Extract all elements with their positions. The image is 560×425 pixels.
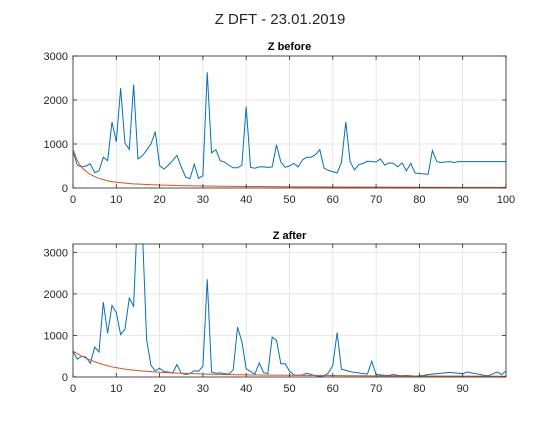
subplot-bottom-title: Z after: [273, 230, 307, 242]
bottom-x-tick-label: 30: [197, 383, 209, 395]
subplot-top: Z before 0 10 20 30 40 50 60 70 80 90 100010002000…: [44, 41, 516, 206]
subplot-top-title: Z before: [268, 41, 311, 53]
top-y-tick-label: 2000: [44, 95, 68, 107]
top-x-tick-label: 40: [240, 194, 252, 206]
bottom-x-tick-label: 80: [413, 383, 425, 395]
top-x-tick-label: 50: [283, 194, 295, 206]
bottom-x-tick-label: 10: [110, 383, 122, 395]
bottom-x-tick-label: 60: [327, 383, 339, 395]
top-y-tick-label: 3000: [44, 51, 68, 63]
top-x-tick-label: 90: [457, 194, 469, 206]
bottom-x-tick-label: 70: [370, 383, 382, 395]
top-y-tick-label: 1000: [44, 139, 68, 151]
top-x-tick-label: 100: [497, 194, 515, 206]
bottom-y-tick-label: 2000: [44, 289, 68, 301]
top-x-tick-label: 10: [110, 194, 122, 206]
bottom-x-tick-label: 90: [457, 383, 469, 395]
top-x-tick-label: 0: [70, 194, 76, 206]
top-x-tick-label: 70: [370, 194, 382, 206]
bottom-x-tick-label: 0: [70, 383, 76, 395]
top-x-tick-label: 60: [327, 194, 339, 206]
bottom-x-tick-label: 20: [153, 383, 165, 395]
figure-title: Z DFT - 23.01.2019: [215, 11, 346, 28]
top-x-tick-label: 80: [413, 194, 425, 206]
top-x-tick-label: 30: [197, 194, 209, 206]
top-x-tick-label: 20: [153, 194, 165, 206]
subplot-bottom: Z after 0 10 20 30 40 50 60 70 80 90 0 1000 2000 3000: [44, 202, 506, 395]
bottom-x-tick-label: 50: [283, 383, 295, 395]
bottom-y-tick-label: 0: [62, 372, 68, 384]
top-y-tick-label: 0: [62, 183, 68, 195]
bottom-x-tick-label: 40: [240, 383, 252, 395]
bottom-y-tick-label: 1000: [44, 330, 68, 342]
bottom-y-tick-label: 3000: [44, 247, 68, 259]
